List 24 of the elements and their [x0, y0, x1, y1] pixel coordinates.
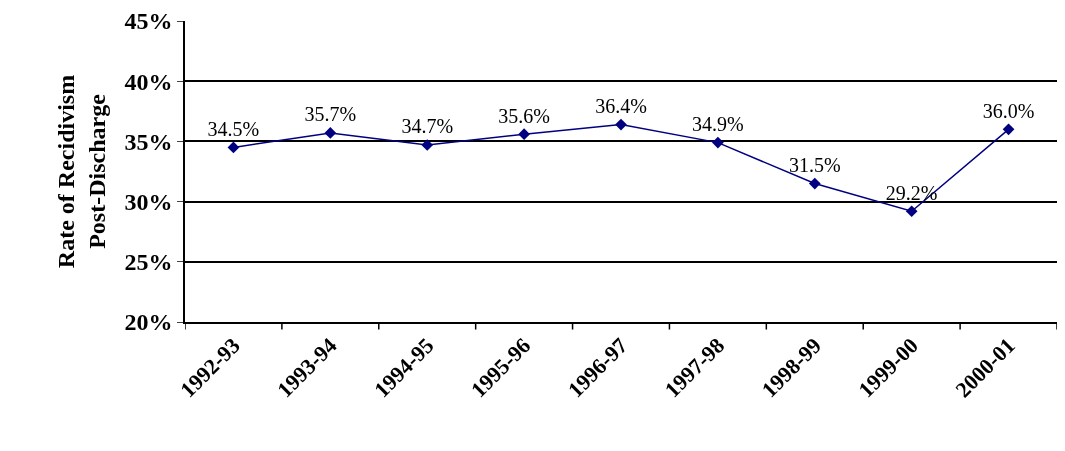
data-label: 31.5% — [788, 153, 841, 176]
y-tick-label: 35% — [124, 128, 173, 155]
point — [324, 127, 337, 139]
y-axis-title: Rate of Recidivism Post-Discharge — [52, 74, 111, 269]
data-label: 34.5% — [207, 117, 260, 140]
data-label: 36.4% — [595, 94, 647, 117]
y-tick-label: 40% — [124, 68, 173, 95]
y-tick-label: 30% — [124, 189, 173, 215]
data-label: 34.7% — [401, 115, 454, 138]
y-tick-label: 45% — [124, 8, 173, 35]
point — [1002, 123, 1015, 136]
data-label: 36.0% — [982, 99, 1035, 122]
point — [518, 128, 530, 141]
data-label: 35.6% — [498, 104, 550, 127]
point — [421, 139, 434, 151]
data-label: 35.7% — [304, 103, 357, 126]
y-tick-label: 25% — [124, 249, 173, 276]
point — [227, 141, 240, 154]
data-label: 34.9% — [692, 112, 744, 135]
point — [712, 136, 724, 149]
y-tick-label: 20% — [124, 309, 173, 336]
point — [808, 177, 821, 190]
point — [615, 118, 627, 131]
point — [905, 205, 918, 218]
